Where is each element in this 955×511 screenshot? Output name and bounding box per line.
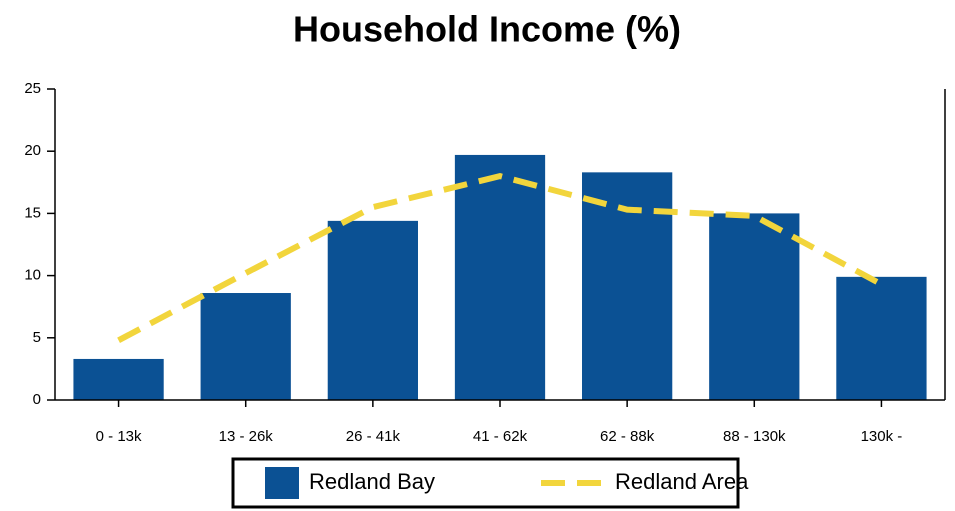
x-tick-label: 0 - 13k <box>96 428 142 445</box>
bar <box>582 172 673 400</box>
bar <box>836 276 927 400</box>
bar <box>454 154 546 400</box>
chart-title: Household Income (%) <box>293 9 681 50</box>
x-tick-label: 130k - <box>861 428 903 445</box>
legend-box <box>231 457 740 509</box>
x-tick-label: 41 - 62k <box>473 428 528 445</box>
bar <box>327 220 418 400</box>
y-tick-label: 15 <box>24 204 41 221</box>
line <box>117 172 883 343</box>
x-tick-label: 26 - 41k <box>346 428 401 445</box>
bar <box>73 358 164 400</box>
x-tick-label: 62 - 88k <box>600 428 655 445</box>
bar <box>200 293 291 400</box>
x-tick-label: 13 - 26k <box>219 428 274 445</box>
legend-label: Redland Area <box>615 469 749 494</box>
x-tick-label: 88 - 130k <box>723 428 786 445</box>
y-tick-label: 10 <box>24 267 41 284</box>
y-tick-label: 5 <box>33 329 41 346</box>
legend-swatch <box>265 467 299 499</box>
bar <box>709 213 800 400</box>
y-tick-label: 25 <box>24 80 41 97</box>
y-tick-label: 20 <box>24 142 41 159</box>
legend-label: Redland Bay <box>309 469 435 494</box>
y-tick-label: 0 <box>33 391 41 408</box>
